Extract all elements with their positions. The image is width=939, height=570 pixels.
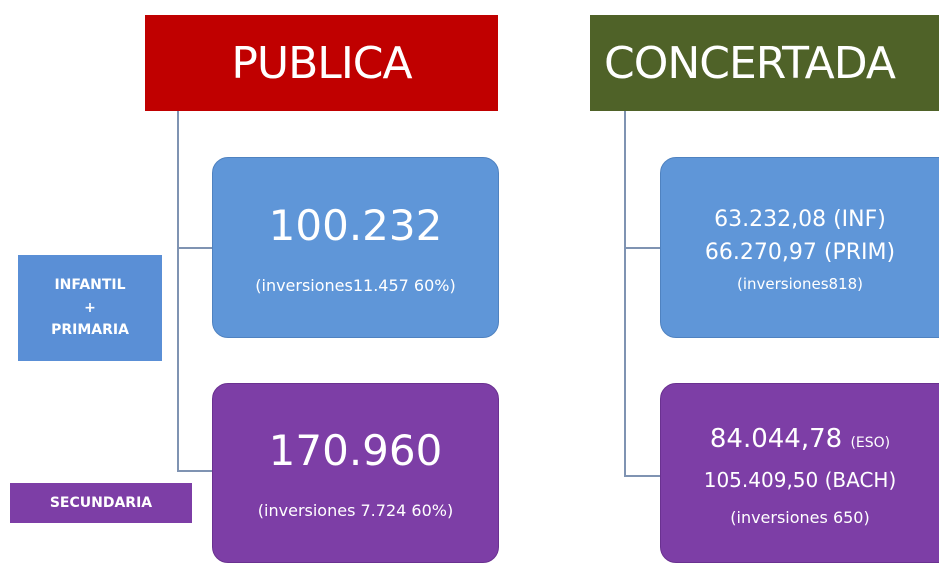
label-line: INFANTIL — [54, 277, 126, 294]
label-secundaria: SECUNDARIA — [10, 483, 192, 523]
value: 100.232 — [268, 200, 443, 250]
concertada-infantil-box: 63.232,08 (INF) 66.270,97 (PRIM) (invers… — [660, 157, 939, 338]
note: (inversiones 650) — [730, 507, 870, 527]
label-line: + — [84, 299, 96, 316]
value: 170.960 — [268, 426, 443, 475]
note: (inversiones818) — [737, 274, 863, 293]
publica-secundaria-box: 170.960 (inversiones 7.724 60%) — [212, 383, 499, 563]
value-number: 84.044,78 — [709, 423, 843, 454]
note: (inversiones11.457 60%) — [255, 275, 456, 295]
concertada-secundaria-box: 84.044,78 (ESO) 105.409,50 (BACH) (inver… — [660, 383, 939, 563]
header-concertada: CONCERTADA — [590, 15, 939, 111]
header-publica: PUBLICA — [145, 15, 498, 111]
connector — [177, 470, 213, 472]
publica-infantil-box: 100.232 (inversiones11.457 60%) — [212, 157, 499, 338]
value: 66.270,97 (PRIM) — [704, 239, 896, 265]
value-unit: (ESO) — [850, 434, 891, 451]
label-infantil-primaria: INFANTIL + PRIMARIA — [18, 255, 162, 361]
note: (inversiones 7.724 60%) — [257, 501, 454, 520]
connector — [177, 247, 213, 249]
value: 84.044,78 (ESO) — [710, 424, 890, 454]
value: 63.232,08 (INF) — [714, 206, 886, 232]
value: 105.409,50 (BACH) — [703, 467, 897, 492]
connector — [624, 475, 660, 477]
connector — [177, 110, 179, 472]
connector — [624, 247, 660, 249]
label-line: PRIMARIA — [51, 322, 129, 339]
label-line: SECUNDARIA — [49, 494, 153, 511]
connector — [624, 110, 626, 477]
